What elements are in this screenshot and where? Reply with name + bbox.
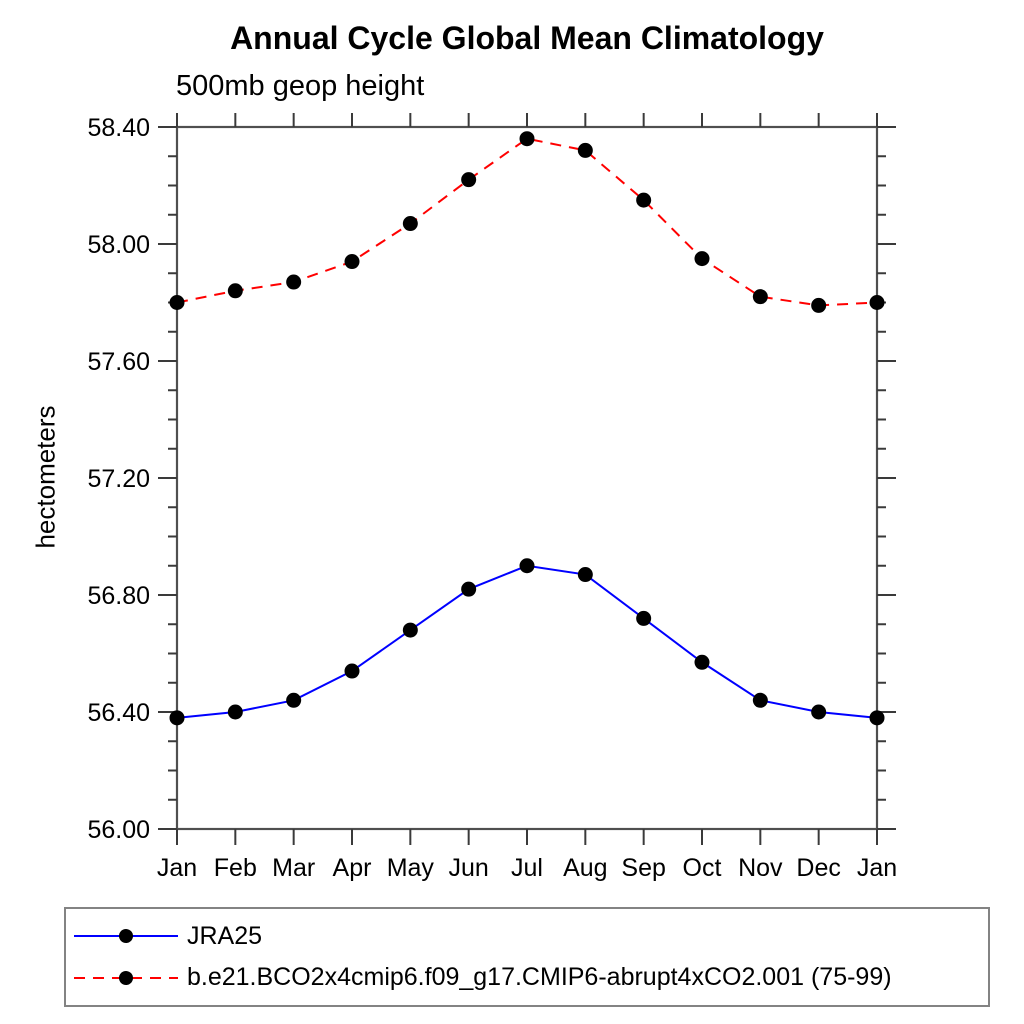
x-tick-label: Sep [621,854,665,882]
data-point-marker [811,297,827,313]
x-tick-label: Jan [857,854,897,882]
y-tick-label: 56.40 [87,699,150,727]
data-point-marker [169,710,185,726]
data-point-marker [811,704,827,720]
data-point-marker [752,289,768,305]
data-point-marker [344,254,360,270]
y-tick-label: 57.60 [87,348,150,376]
data-point-marker [286,692,302,708]
data-point-marker [519,558,535,574]
x-tick-label: May [387,854,435,882]
legend-label-jra25: JRA25 [187,921,263,950]
x-tick-label: Nov [738,854,783,882]
chart-subtitle: 500mb geop height [176,70,425,102]
data-point-marker [694,251,710,267]
y-tick-label: 56.00 [87,816,150,844]
y-tick-labels: 56.00 56.40 56.80 57.20 57.60 58.00 58.40 [87,114,150,844]
legend-sample-marker [119,970,133,985]
legend-item-jra25: JRA25 [66,922,988,951]
legend: JRA25 b.e21.BCO2x4cmip6.f09_g17.CMIP6-ab… [64,907,990,1007]
data-point-marker [519,131,535,147]
legend-line-sample-jra25 [74,929,178,944]
y-tick-label: 57.20 [87,465,150,493]
data-point-marker [577,142,593,158]
x-tick-label: Aug [563,854,607,882]
y-tick-label: 58.40 [87,114,150,142]
data-point-marker [577,567,593,583]
x-tick-label: Mar [272,854,315,882]
x-tick-label: Jun [449,854,489,882]
data-point-marker [461,172,477,188]
data-point-marker [344,663,360,679]
data-point-marker [869,710,885,726]
chart-title: Annual Cycle Global Mean Climatology [230,20,824,56]
x-tick-label: Apr [333,854,372,882]
x-tick-label: Jan [157,854,197,882]
data-point-marker [402,622,418,638]
data-point-marker [694,654,710,670]
data-point-marker [402,216,418,232]
x-tick-label: Feb [214,854,257,882]
x-ticks [176,113,878,845]
data-point-marker [461,581,477,597]
data-point-marker [752,692,768,708]
plot-border [175,125,879,831]
data-point-marker [636,192,652,208]
y-tick-label: 58.00 [87,231,150,259]
data-point-marker [169,295,185,310]
data-point-marker [869,295,885,310]
series-markers-1 [169,131,885,313]
data-point-marker [227,704,243,720]
series-line-0 [176,564,878,719]
x-tick-labels: Jan Feb Mar Apr May Jun Jul Aug Sep Oct Nov Dec Jan [157,854,897,882]
y-tick-label: 56.80 [87,582,150,610]
legend-item-model: b.e21.BCO2x4cmip6.f09_g17.CMIP6-abrupt4x… [66,963,988,992]
legend-label-model: b.e21.BCO2x4cmip6.f09_g17.CMIP6-abrupt4x… [187,963,892,992]
data-point-marker [227,283,243,299]
data-point-marker [636,610,652,626]
data-point-marker [286,274,302,290]
series-line-1 [176,137,878,307]
x-tick-label: Dec [796,854,840,882]
y-ticks [158,126,896,830]
legend-sample-marker [119,929,133,944]
x-tick-label: Jul [511,854,543,882]
x-tick-label: Oct [683,854,722,882]
legend-line-sample-model [74,970,178,985]
series-markers-0 [169,558,885,726]
